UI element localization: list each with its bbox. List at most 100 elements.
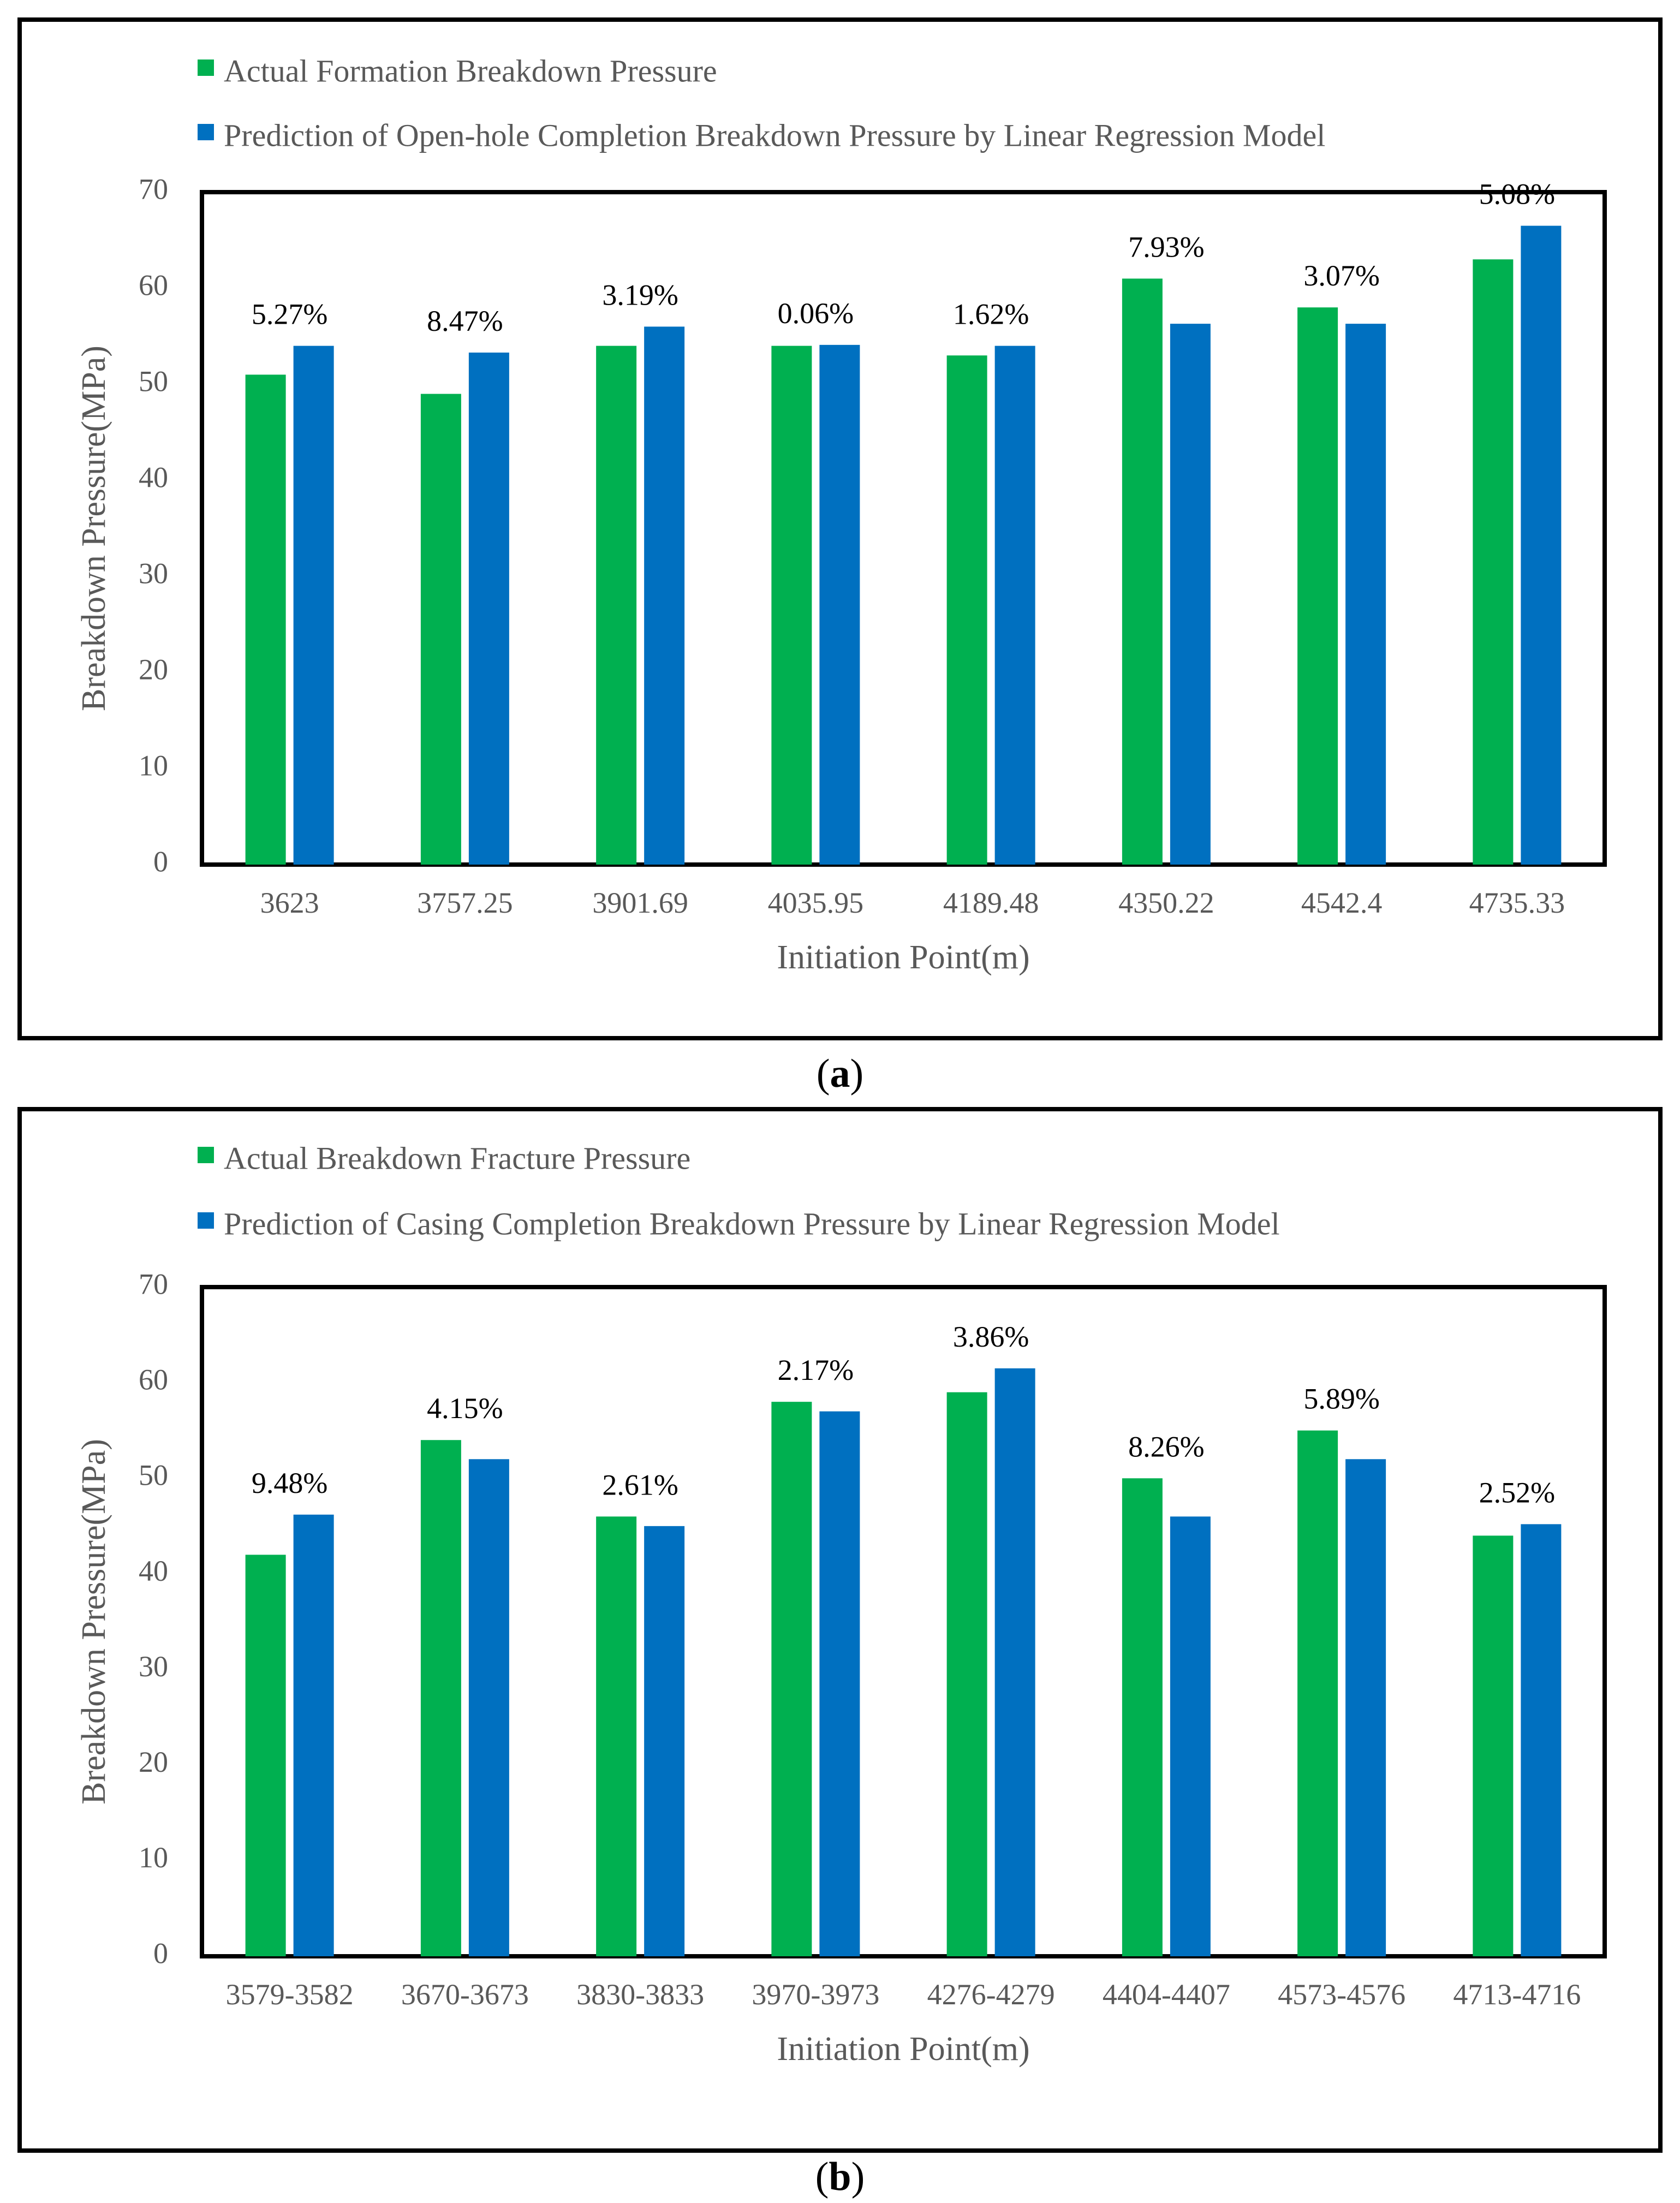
data-label-a-3: 3.19% — [602, 278, 678, 311]
bar-actual-b-4 — [771, 1402, 812, 1956]
x-axis-title-b: Initiation Point(m) — [777, 2031, 1029, 2068]
y-tick-label-a: 0 — [153, 845, 168, 878]
bar-predicted-a-3 — [644, 326, 685, 865]
legend-label-a-2: Prediction of Open-hole Completion Break… — [224, 117, 1325, 153]
y-axis-title-a: Breakdown Pressure(MPa) — [75, 346, 112, 711]
y-tick-label-a: 50 — [139, 365, 168, 397]
x-tick-label-b-6: 4404-4407 — [1103, 1978, 1230, 2011]
data-label-a-7: 3.07% — [1303, 259, 1379, 292]
x-tick-label-b-4: 3970-3973 — [752, 1978, 879, 2011]
y-tick-label-b: 70 — [139, 1267, 168, 1300]
bar-actual-b-7 — [1297, 1430, 1338, 1956]
y-tick-label-a: 70 — [139, 172, 168, 205]
outer-frame-a — [17, 17, 1663, 1040]
legend-swatch-b-1 — [198, 1147, 214, 1163]
bar-predicted-a-2 — [468, 352, 509, 865]
caption-letter-a: a — [830, 1051, 850, 1096]
bar-predicted-a-7 — [1345, 324, 1386, 865]
outer-frame-b — [17, 1107, 1663, 2153]
y-tick-label-a: 20 — [139, 653, 168, 686]
bar-actual-a-1 — [245, 374, 286, 865]
data-label-b-2: 4.15% — [427, 1392, 503, 1425]
legend-label-b-2: Prediction of Casing Completion Breakdow… — [224, 1206, 1280, 1241]
data-label-a-8: 5.08% — [1479, 178, 1555, 211]
caption-letter-b: b — [829, 2154, 851, 2199]
x-tick-label-a-3: 3901.69 — [592, 886, 688, 919]
bar-predicted-b-1 — [293, 1514, 334, 1956]
x-tick-label-a-5: 4189.48 — [943, 886, 1039, 919]
bar-actual-b-3 — [596, 1516, 637, 1956]
bar-actual-b-1 — [245, 1555, 286, 1956]
bar-actual-a-2 — [420, 394, 461, 865]
bar-actual-a-5 — [946, 355, 987, 865]
bar-predicted-b-5 — [994, 1368, 1035, 1956]
x-tick-label-a-4: 4035.95 — [768, 886, 864, 919]
legend-swatch-b-2 — [198, 1212, 214, 1229]
caption-a: (a) — [816, 1051, 864, 1096]
bar-predicted-b-4 — [819, 1411, 860, 1956]
bar-actual-a-8 — [1473, 259, 1514, 865]
x-tick-label-b-1: 3579-3582 — [226, 1978, 354, 2011]
bar-predicted-b-6 — [1170, 1516, 1211, 1956]
bar-actual-a-7 — [1297, 307, 1338, 865]
y-tick-label-b: 0 — [153, 1937, 168, 1969]
bar-actual-b-8 — [1473, 1535, 1514, 1956]
bar-actual-b-2 — [420, 1440, 461, 1956]
data-label-a-4: 0.06% — [778, 297, 854, 330]
x-tick-label-b-8: 4713-4716 — [1453, 1978, 1581, 2011]
y-tick-label-b: 40 — [139, 1555, 168, 1587]
bar-predicted-b-8 — [1521, 1524, 1562, 1956]
bar-predicted-a-5 — [994, 346, 1035, 865]
bar-predicted-a-6 — [1170, 324, 1211, 865]
data-label-b-3: 2.61% — [602, 1468, 678, 1501]
data-label-a-5: 1.62% — [953, 298, 1029, 331]
plot-frame-b — [200, 1285, 1607, 1958]
bar-actual-a-6 — [1122, 278, 1163, 865]
y-tick-label-a: 10 — [139, 749, 168, 782]
y-tick-label-a: 30 — [139, 557, 168, 590]
chart-panel-a: Actual Formation Breakdown Pressure Predi… — [0, 0, 1680, 1097]
data-label-a-1: 5.27% — [252, 298, 327, 331]
y-axis-title-b: Breakdown Pressure(MPa) — [75, 1439, 112, 1805]
x-tick-label-a-1: 3623 — [260, 886, 319, 919]
x-tick-label-b-5: 4276-4279 — [927, 1978, 1055, 2011]
bar-actual-b-6 — [1122, 1478, 1163, 1956]
data-label-b-8: 2.52% — [1479, 1476, 1555, 1509]
bar-actual-a-3 — [596, 346, 637, 865]
y-tick-label-a: 40 — [139, 461, 168, 493]
bar-predicted-a-1 — [293, 346, 334, 865]
bar-predicted-b-3 — [644, 1526, 685, 1956]
data-label-b-7: 5.89% — [1303, 1383, 1379, 1415]
data-label-b-6: 8.26% — [1128, 1430, 1204, 1463]
x-tick-label-a-6: 4350.22 — [1118, 886, 1214, 919]
caption-b: (b) — [815, 2154, 865, 2199]
y-tick-label-b: 20 — [139, 1746, 168, 1778]
x-axis-title-a: Initiation Point(m) — [777, 939, 1029, 976]
legend-swatch-a-1 — [198, 59, 214, 76]
x-tick-label-b-2: 3670-3673 — [401, 1978, 529, 2011]
y-tick-label-b: 30 — [139, 1650, 168, 1683]
x-tick-label-a-2: 3757.25 — [417, 886, 513, 919]
x-tick-label-a-7: 4542.4 — [1301, 886, 1383, 919]
plot-frame-a — [200, 190, 1607, 867]
y-tick-label-b: 50 — [139, 1459, 168, 1492]
legend-label-a-1: Actual Formation Breakdown Pressure — [224, 53, 717, 88]
chart-panel-b: Actual Breakdown Fracture Pressure Predic… — [0, 1097, 1680, 2203]
bar-predicted-b-2 — [468, 1459, 509, 1956]
legend-label-b-1: Actual Breakdown Fracture Pressure — [224, 1140, 690, 1176]
data-label-a-2: 8.47% — [427, 305, 503, 337]
bar-predicted-a-4 — [819, 344, 860, 865]
data-label-a-6: 7.93% — [1128, 230, 1204, 263]
y-tick-label-b: 60 — [139, 1364, 168, 1396]
x-tick-label-b-3: 3830-3833 — [576, 1978, 704, 2011]
data-label-b-1: 9.48% — [252, 1467, 327, 1499]
data-label-b-5: 3.86% — [953, 1320, 1029, 1353]
y-tick-label-b: 10 — [139, 1841, 168, 1874]
legend-swatch-a-2 — [198, 124, 214, 140]
bar-actual-b-5 — [946, 1392, 987, 1956]
bar-predicted-a-8 — [1521, 225, 1562, 865]
x-tick-label-b-7: 4573-4576 — [1278, 1978, 1405, 2011]
bar-chart-b: Actual Breakdown Fracture Pressure Predic… — [17, 1107, 1663, 2153]
x-tick-label-a-8: 4735.33 — [1469, 886, 1565, 919]
bar-predicted-b-7 — [1345, 1459, 1386, 1956]
